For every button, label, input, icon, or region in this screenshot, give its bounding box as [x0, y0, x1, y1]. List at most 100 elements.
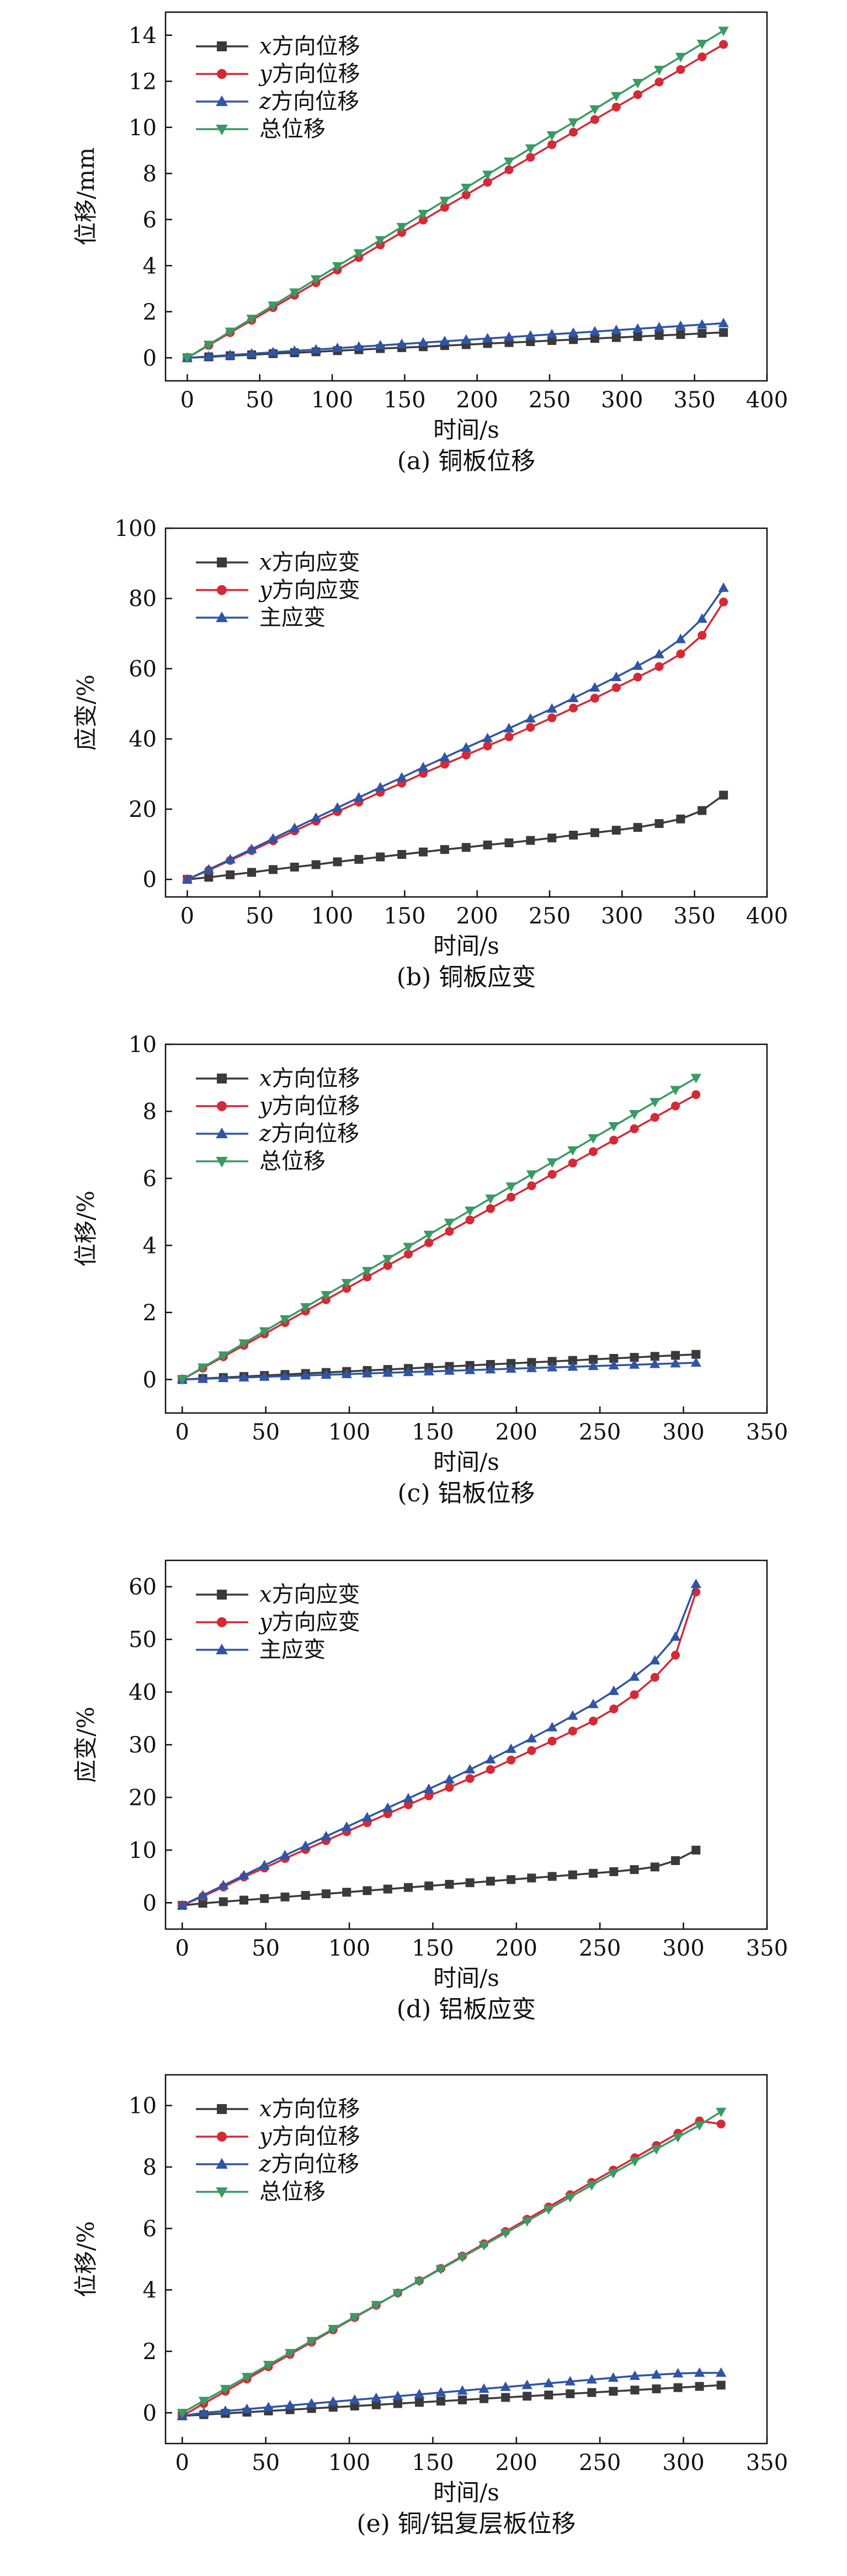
- data-point: [332, 262, 343, 272]
- data-point: [589, 1355, 598, 1364]
- data-point: [696, 613, 707, 623]
- data-point: [526, 723, 535, 732]
- data-point: [609, 1135, 619, 1145]
- data-point: [633, 332, 642, 341]
- x-tick-label: 300: [601, 387, 643, 413]
- data-point: [311, 812, 322, 822]
- data-point: [650, 1352, 659, 1361]
- data-point: [568, 327, 579, 337]
- y-axis-label: 应变/%: [72, 674, 99, 751]
- data-point: [589, 105, 600, 115]
- x-axis-label: 时间/s: [433, 2479, 499, 2506]
- series-line: [182, 1849, 697, 1906]
- data-point: [504, 165, 514, 174]
- data-point: [567, 1146, 578, 1156]
- x-tick-label: 250: [529, 387, 571, 413]
- x-tick-label: 0: [175, 1420, 189, 1445]
- data-point: [423, 1366, 434, 1375]
- legend-label: x方向应变: [259, 550, 360, 575]
- x-tick-label: 0: [175, 2450, 189, 2476]
- data-point: [521, 2380, 532, 2389]
- data-point: [403, 1250, 413, 1259]
- plot-frame: [164, 2074, 768, 2445]
- data-point: [332, 802, 343, 812]
- data-point: [465, 1207, 476, 1217]
- data-point: [505, 1363, 516, 1373]
- data-point: [300, 1840, 311, 1850]
- data-point: [289, 345, 300, 355]
- legend-marker: [217, 2132, 227, 2142]
- data-point: [589, 1147, 598, 1156]
- legend-label: y方向位移: [258, 1093, 360, 1119]
- x-tick-label: 400: [746, 904, 788, 929]
- data-point: [259, 1371, 270, 1381]
- y-tick-label: 10: [129, 115, 157, 141]
- legend-marker: [217, 1617, 227, 1627]
- data-point: [586, 2374, 597, 2384]
- data-point: [204, 873, 214, 882]
- data-point: [676, 649, 685, 658]
- series-line: [187, 322, 724, 359]
- data-point: [246, 348, 257, 358]
- data-point: [547, 1158, 558, 1168]
- data-point: [587, 2388, 596, 2397]
- data-point: [567, 1710, 578, 1720]
- data-point: [608, 1685, 619, 1695]
- y-tick-label: 10: [129, 1032, 157, 1058]
- plot-frame: [164, 1559, 768, 1930]
- data-point: [440, 203, 449, 212]
- data-point: [341, 1279, 352, 1289]
- data-point: [321, 1831, 332, 1841]
- data-point: [246, 843, 257, 853]
- data-point: [197, 1373, 209, 1383]
- data-point: [568, 1727, 577, 1736]
- data-point: [333, 857, 342, 867]
- data-point: [673, 2133, 684, 2143]
- data-point: [588, 1698, 599, 1708]
- data-point: [461, 183, 472, 194]
- data-point: [457, 2253, 468, 2263]
- data-point: [203, 864, 214, 874]
- legend-marker: [216, 95, 228, 107]
- data-point: [439, 196, 450, 206]
- y-tick-label: 40: [129, 727, 157, 752]
- data-point: [543, 2205, 554, 2215]
- legend-label: x方向位移: [259, 2096, 360, 2122]
- data-point: [590, 828, 599, 837]
- x-axis-label: 时间/s: [433, 1964, 499, 1991]
- data-point: [375, 339, 386, 349]
- data-point: [393, 2399, 402, 2408]
- x-axis-label: 时间/s: [433, 416, 499, 443]
- data-point: [568, 1356, 577, 1365]
- data-point: [654, 331, 664, 340]
- data-point: [461, 843, 471, 852]
- figure-caption: (d) 铝板应变: [397, 1995, 536, 2023]
- data-point: [507, 1875, 516, 1884]
- series-1: [178, 1350, 701, 1384]
- x-tick-label: 100: [328, 1420, 370, 1445]
- data-point: [673, 2383, 683, 2392]
- data-point: [349, 2313, 360, 2323]
- data-point: [435, 2387, 446, 2397]
- data-point: [609, 1867, 619, 1876]
- y-tick-label: 0: [143, 1890, 157, 1916]
- legend-marker: [217, 1074, 227, 1083]
- data-point: [396, 772, 407, 782]
- data-point: [696, 319, 707, 329]
- data-point: [546, 131, 557, 141]
- data-point: [403, 1800, 413, 1809]
- data-point: [505, 1182, 516, 1192]
- data-point: [279, 1371, 291, 1380]
- series-4: [177, 1074, 701, 1385]
- data-point: [445, 1226, 454, 1236]
- y-tick-label: 20: [129, 797, 157, 822]
- data-point: [632, 660, 643, 670]
- series-1: [183, 328, 728, 363]
- data-point: [547, 336, 557, 345]
- data-point: [567, 1361, 578, 1371]
- data-point: [526, 153, 535, 162]
- data-point: [630, 2386, 640, 2395]
- data-point: [396, 338, 407, 348]
